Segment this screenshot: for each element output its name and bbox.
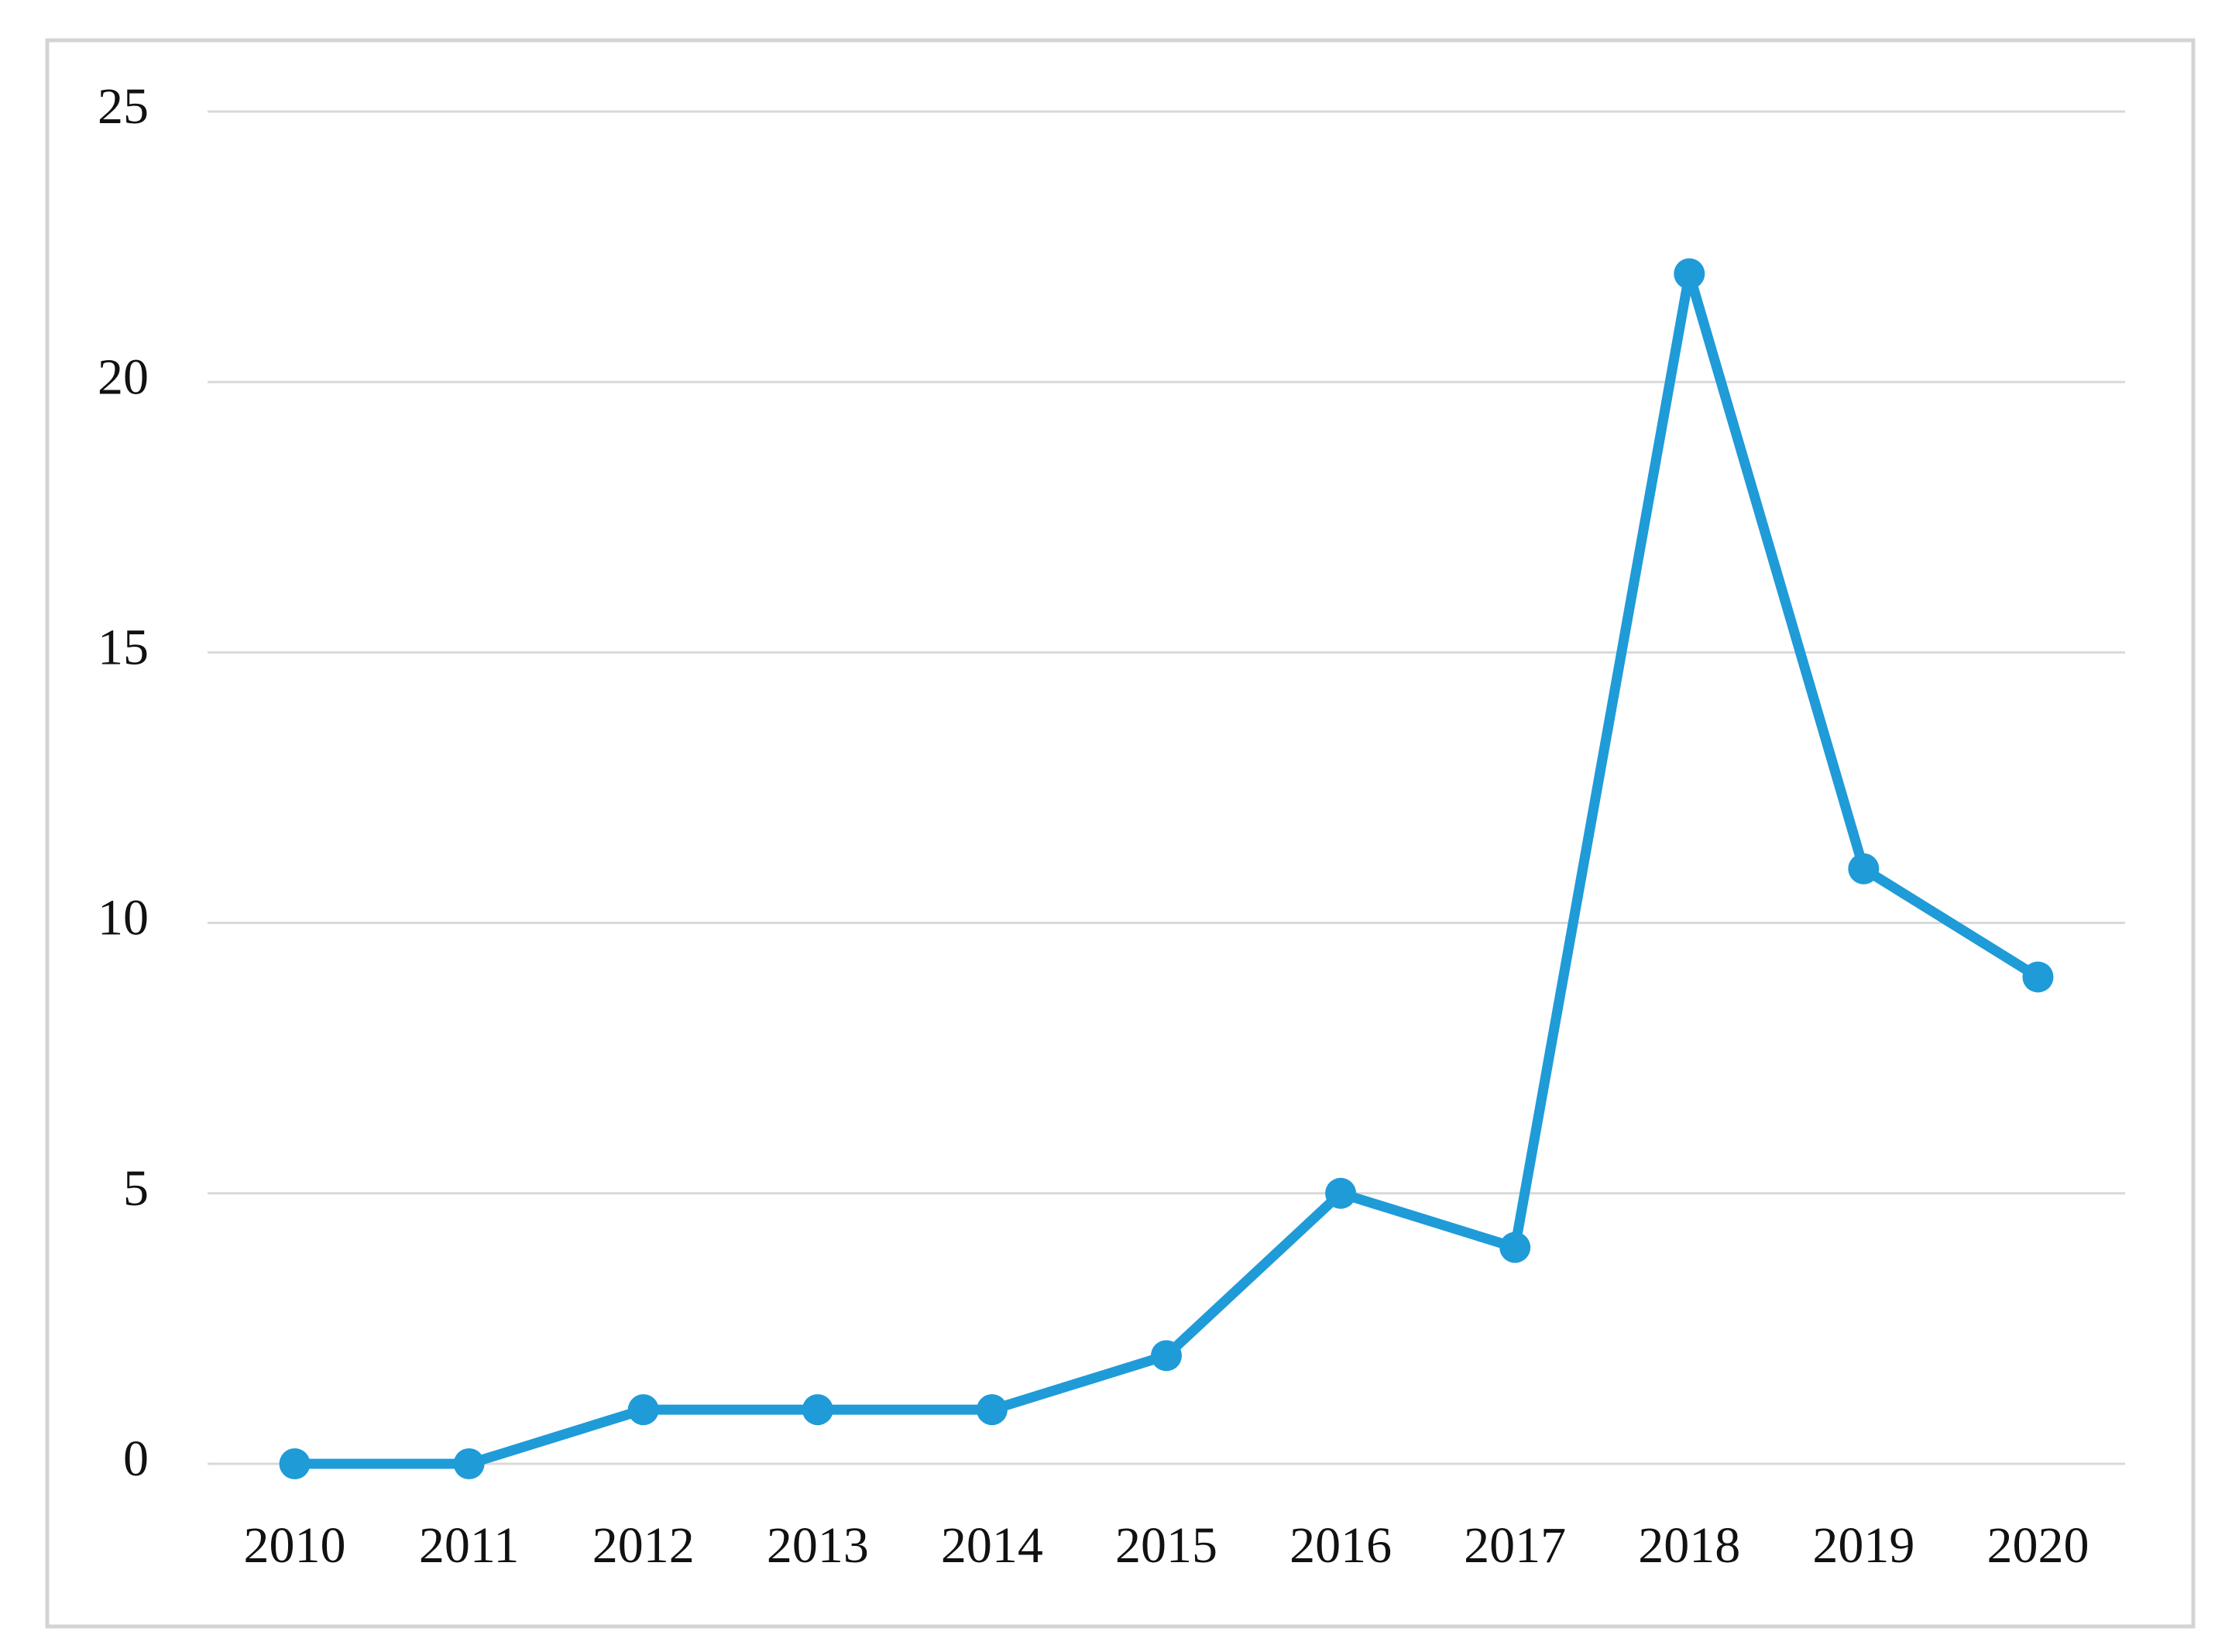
y-tick-label: 15 [98,620,149,676]
x-tick-label: 2017 [1464,1517,1566,1574]
y-tick-label: 5 [123,1160,149,1217]
x-tick-label: 2018 [1638,1517,1740,1574]
data-point [1151,1340,1182,1372]
x-tick-label: 2010 [244,1517,346,1574]
x-tick-label: 2020 [1986,1517,2089,1574]
data-point [1674,258,1705,290]
data-point [279,1448,311,1479]
x-tick-label: 2019 [1812,1517,1914,1574]
x-tick-label: 2016 [1289,1517,1392,1574]
data-point [1499,1231,1531,1263]
data-point [1325,1177,1357,1209]
y-tick-label: 10 [98,890,149,946]
y-tick-label: 0 [123,1430,149,1487]
data-point [802,1394,833,1426]
chart-border [45,38,2196,1629]
data-point [1848,853,1880,884]
x-tick-label: 2012 [592,1517,695,1574]
y-tick-label: 25 [98,78,149,135]
x-tick-label: 2015 [1115,1517,1217,1574]
data-point [2022,961,2054,993]
data-point [627,1394,659,1426]
data-point [453,1448,485,1479]
x-tick-label: 2011 [419,1517,520,1574]
y-tick-label: 20 [98,349,149,405]
x-tick-label: 2013 [767,1517,869,1574]
x-tick-label: 2014 [941,1517,1043,1574]
data-point [976,1394,1008,1426]
